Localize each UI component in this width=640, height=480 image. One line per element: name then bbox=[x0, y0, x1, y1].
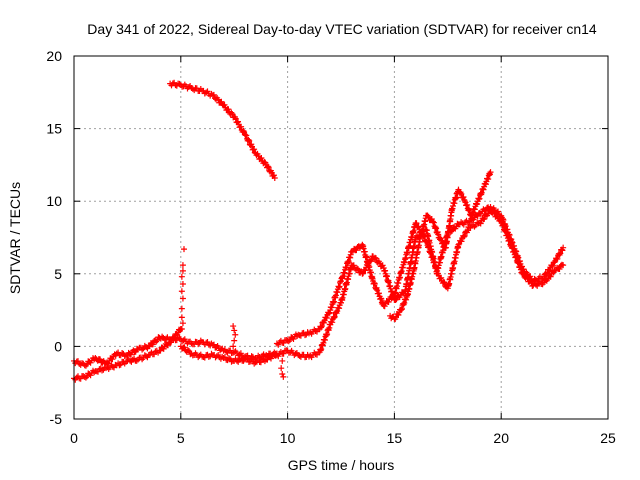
series-trace-trace-d bbox=[179, 344, 279, 367]
x-tick-label: 5 bbox=[177, 430, 185, 446]
x-tick-label: 25 bbox=[600, 430, 616, 446]
data-point bbox=[273, 340, 280, 347]
data-point bbox=[178, 288, 185, 295]
series-trace-d bbox=[177, 343, 280, 367]
data-point bbox=[278, 365, 285, 372]
data-point bbox=[179, 295, 186, 302]
data-point bbox=[179, 262, 186, 269]
data-point bbox=[280, 373, 287, 380]
chart-title: Day 341 of 2022, Sidereal Day-to-day VTE… bbox=[87, 21, 597, 37]
data-point bbox=[179, 320, 186, 327]
data-point bbox=[179, 280, 186, 287]
x-tick-label: 10 bbox=[280, 430, 296, 446]
data-point bbox=[230, 323, 237, 330]
data-point bbox=[231, 337, 238, 344]
y-tick-label: 15 bbox=[46, 121, 62, 137]
plot-frame bbox=[73, 55, 609, 420]
data-point bbox=[230, 343, 237, 350]
series-spike-9.7h bbox=[278, 357, 287, 380]
y-tick-label: 0 bbox=[54, 338, 62, 354]
y-axis-label: SDTVAR / TECUs bbox=[7, 182, 23, 294]
series-trace-trace-a bbox=[72, 333, 279, 369]
y-tick-label: 5 bbox=[54, 266, 62, 282]
series-trace-trace-f bbox=[275, 207, 565, 361]
data-point bbox=[279, 357, 286, 364]
series-trace-trace-g bbox=[388, 170, 493, 323]
series-trace-b bbox=[71, 325, 184, 383]
data-point bbox=[279, 370, 286, 377]
data-point bbox=[461, 198, 468, 205]
data-point bbox=[231, 327, 238, 334]
series-trace-c bbox=[167, 79, 278, 181]
y-tick-label: -5 bbox=[50, 411, 63, 427]
data-point bbox=[178, 314, 185, 321]
data-point bbox=[178, 325, 185, 332]
x-tick-label: 15 bbox=[387, 430, 403, 446]
y-tick-label: 20 bbox=[46, 48, 62, 64]
data-points bbox=[71, 79, 567, 383]
series-trace-trace-b bbox=[72, 326, 183, 383]
series-trace-trace-c bbox=[168, 79, 277, 179]
grid bbox=[74, 56, 608, 419]
y-tick-label: 10 bbox=[46, 193, 62, 209]
series-trace-f bbox=[273, 206, 567, 361]
x-axis-label: GPS time / hours bbox=[288, 457, 395, 473]
x-tick-label: 20 bbox=[493, 430, 509, 446]
x-tick-label: 0 bbox=[70, 430, 78, 446]
data-point bbox=[178, 305, 185, 312]
series-spike-7.5h bbox=[230, 323, 239, 350]
data-point bbox=[232, 331, 239, 338]
series-trace-g bbox=[387, 169, 494, 323]
data-point bbox=[181, 246, 188, 253]
series-spike-5h bbox=[178, 246, 188, 332]
data-point bbox=[179, 267, 186, 274]
axis-ticks: 0 5 10 15 20 25 -5 0 5 10 15 20 bbox=[46, 48, 616, 446]
data-point bbox=[178, 273, 185, 280]
